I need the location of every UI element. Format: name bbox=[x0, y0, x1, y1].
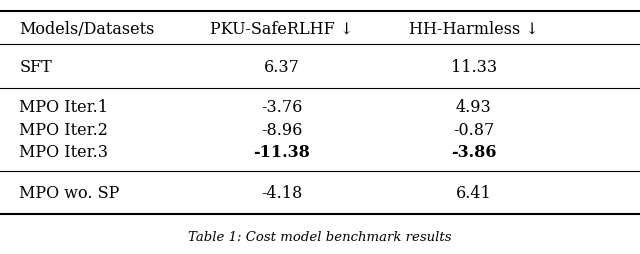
Text: Table 1: Cost model benchmark results: Table 1: Cost model benchmark results bbox=[188, 231, 452, 244]
Text: -3.86: -3.86 bbox=[451, 145, 497, 161]
Text: HH-Harmless ↓: HH-Harmless ↓ bbox=[409, 21, 538, 38]
Text: MPO Iter.3: MPO Iter.3 bbox=[19, 145, 108, 161]
Text: -8.96: -8.96 bbox=[261, 122, 302, 138]
Text: -4.18: -4.18 bbox=[261, 185, 302, 202]
Text: MPO Iter.2: MPO Iter.2 bbox=[19, 122, 108, 138]
Text: -0.87: -0.87 bbox=[453, 122, 494, 138]
Text: MPO Iter.1: MPO Iter.1 bbox=[19, 99, 108, 116]
Text: 6.37: 6.37 bbox=[264, 59, 300, 76]
Text: MPO wo. SP: MPO wo. SP bbox=[19, 185, 120, 202]
Text: -11.38: -11.38 bbox=[253, 145, 310, 161]
Text: 6.41: 6.41 bbox=[456, 185, 492, 202]
Text: SFT: SFT bbox=[19, 59, 52, 76]
Text: PKU-SafeRLHF ↓: PKU-SafeRLHF ↓ bbox=[210, 21, 353, 38]
Text: 11.33: 11.33 bbox=[451, 59, 497, 76]
Text: Models/Datasets: Models/Datasets bbox=[19, 21, 155, 38]
Text: 4.93: 4.93 bbox=[456, 99, 492, 116]
Text: -3.76: -3.76 bbox=[261, 99, 302, 116]
